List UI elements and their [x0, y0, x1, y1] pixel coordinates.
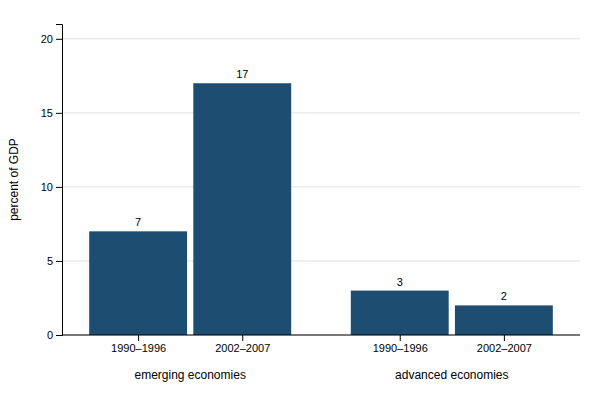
x-tick-mark [242, 335, 243, 341]
x-tick-label: 2002–2007 [215, 342, 270, 354]
y-tick: 15 [41, 107, 62, 119]
x-tick-mark [400, 335, 401, 341]
x-tick-label: 2002–2007 [477, 342, 532, 354]
x-axis: 1990–1996 2002–2007 1990–1996 2002–2007 [62, 335, 580, 354]
grid-line [62, 186, 580, 187]
y-tick-mark [56, 113, 62, 114]
x-tick: 1990–1996 [373, 335, 428, 354]
x-tick-mark [504, 335, 505, 341]
data-label: 17 [236, 68, 248, 80]
x-tick: 2002–2007 [477, 335, 532, 354]
bar [89, 231, 187, 335]
group-label: advanced economies [395, 368, 508, 382]
y-tick-mark [56, 187, 62, 188]
y-tick-label: 5 [47, 255, 53, 267]
x-tick-label: 1990–1996 [373, 342, 428, 354]
bar [455, 305, 553, 335]
y-tick-label: 10 [41, 181, 53, 193]
x-axis-line [62, 335, 580, 336]
chart-svg: 0 5 10 15 20 1990–1996 2002–2007 1990–1996 2002–… [0, 0, 600, 401]
y-axis: 0 5 10 15 20 [41, 25, 63, 342]
grid-line [62, 335, 580, 336]
plot: 0 5 10 15 20 1990–1996 2002–2007 1990–1996 2002–… [7, 25, 580, 383]
y-tick: 0 [47, 329, 62, 341]
y-tick-mark [56, 39, 62, 40]
x-tick-label: 1990–1996 [111, 342, 166, 354]
x-tick: 2002–2007 [215, 335, 270, 354]
grid-line [62, 112, 580, 113]
y-tick-mark [56, 335, 62, 336]
y-axis-line [56, 25, 63, 336]
y-tick: 20 [41, 33, 62, 45]
y-tick-label: 0 [47, 329, 53, 341]
data-label: 7 [135, 216, 141, 228]
data-labels: 7 17 3 2 [135, 68, 507, 302]
grid [62, 39, 580, 335]
bars [89, 83, 553, 335]
bar [193, 83, 291, 335]
x-tick-mark [138, 335, 139, 341]
data-label: 3 [397, 276, 403, 288]
grid-line [62, 38, 580, 39]
y-tick-label: 20 [41, 33, 53, 45]
y-tick: 5 [47, 255, 62, 267]
group-labels: emerging economies advanced economies [134, 368, 508, 382]
y-axis-title: percent of GDP [7, 138, 21, 221]
y-tick-label: 15 [41, 107, 53, 119]
x-tick: 1990–1996 [111, 335, 166, 354]
data-label: 2 [501, 290, 507, 302]
bar [351, 291, 449, 335]
y-tick: 10 [41, 181, 62, 193]
y-tick-mark [56, 261, 62, 262]
chart-container: 0 5 10 15 20 1990–1996 2002–2007 1990–1996 2002–… [0, 0, 600, 401]
group-label: emerging economies [134, 368, 245, 382]
